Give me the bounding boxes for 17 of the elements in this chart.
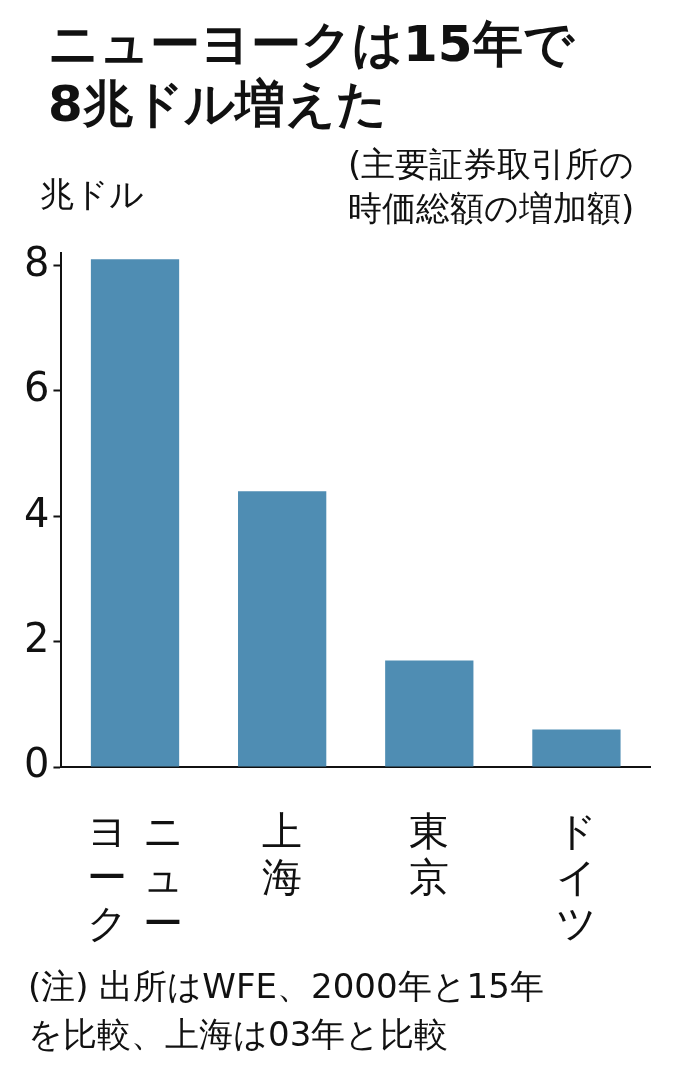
y-tick-label: 4: [24, 489, 50, 536]
bar: [532, 729, 621, 767]
chart-title: ニューヨークは15年で8兆ドル増えた: [48, 14, 576, 134]
chart-subtitle: (主要証券取引所の時価総額の増加額): [348, 143, 636, 230]
y-tick-label: 0: [24, 740, 50, 787]
y-axis-title: 兆ドル: [40, 173, 144, 216]
bar: [90, 259, 180, 767]
y-tick-label: 8: [24, 238, 50, 285]
y-tick-label: 6: [24, 364, 50, 411]
bar: [385, 660, 474, 767]
category-label: ニューヨーク: [86, 808, 184, 946]
x-tick-label: 東京: [408, 808, 451, 902]
y-tick-label: 2: [24, 615, 50, 662]
bar: [238, 491, 327, 767]
x-tick-label: 上海: [261, 808, 304, 902]
text: (注) 出所はWFE、2000年と15年を比較、上海は03年と比較: [28, 965, 545, 1056]
x-tick-label: ドイツ: [554, 808, 598, 946]
